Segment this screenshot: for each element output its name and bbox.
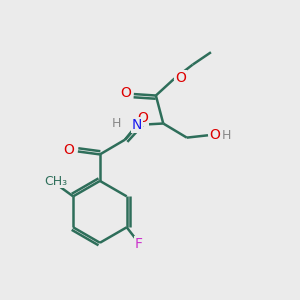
- Text: O: O: [175, 71, 186, 85]
- Text: F: F: [134, 237, 142, 251]
- Text: O: O: [209, 128, 220, 142]
- Text: H: H: [221, 129, 231, 142]
- Text: H: H: [112, 117, 122, 130]
- Text: N: N: [132, 118, 142, 132]
- Text: O: O: [64, 143, 74, 157]
- Text: O: O: [137, 112, 148, 125]
- Text: CH₃: CH₃: [44, 175, 67, 188]
- Text: O: O: [121, 85, 131, 100]
